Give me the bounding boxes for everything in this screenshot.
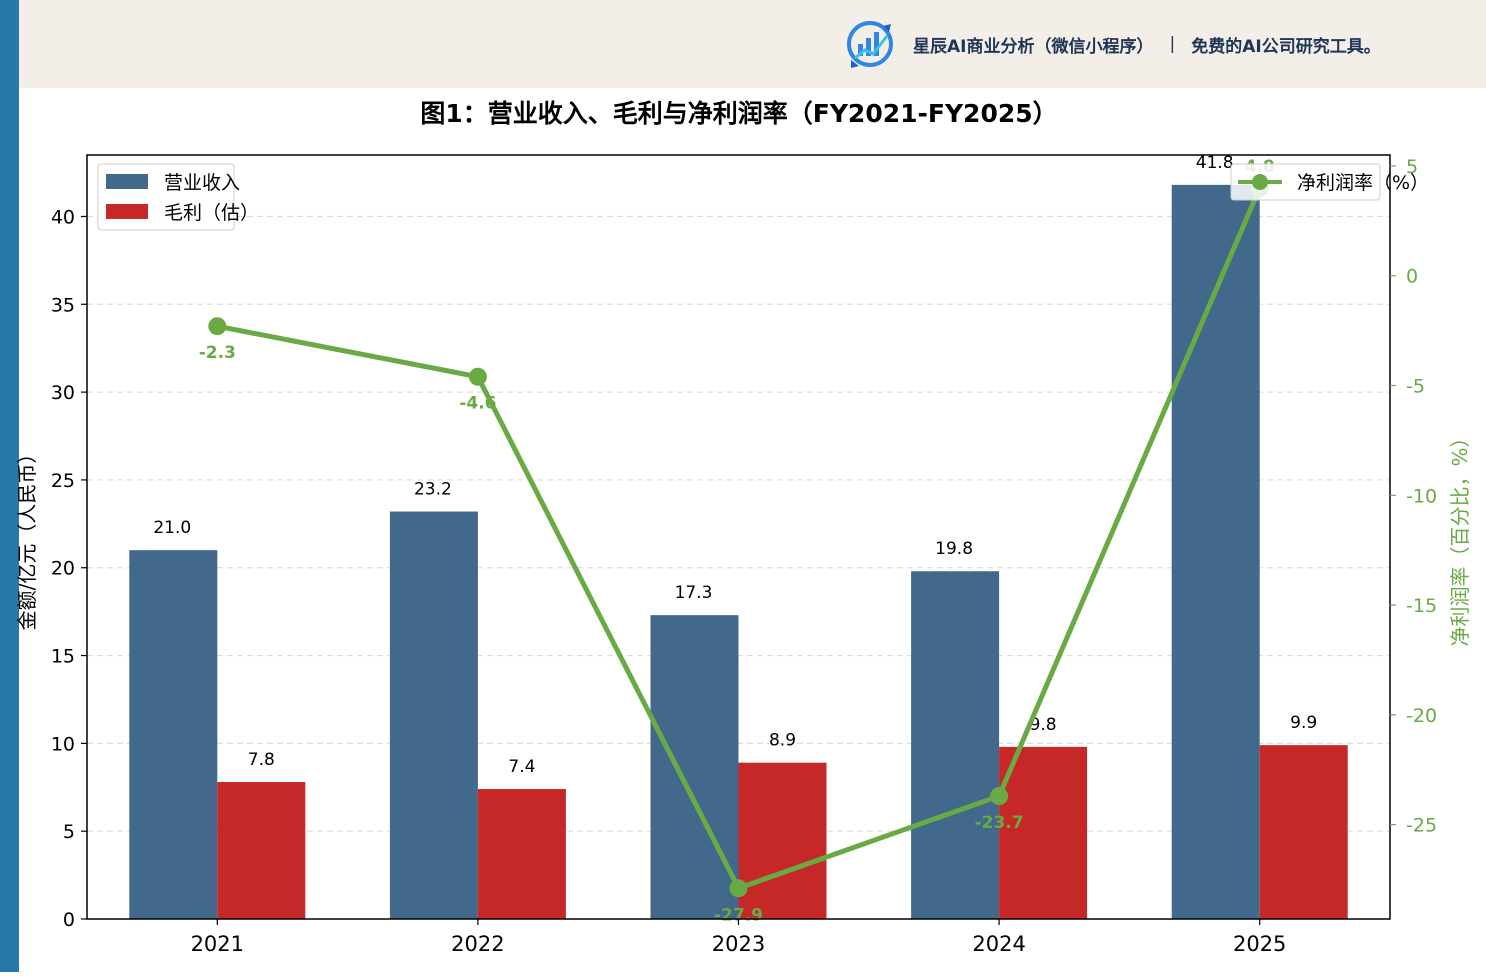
header-banner xyxy=(19,0,1486,88)
legend-label-gross-profit: 毛利（估） xyxy=(164,202,259,224)
net-margin-point xyxy=(468,367,487,386)
bar-revenue-label: 23.2 xyxy=(414,480,452,500)
bar-revenue xyxy=(129,550,218,919)
bar-gross-profit-label: 9.8 xyxy=(1030,715,1057,735)
legend-right-box xyxy=(1230,163,1381,201)
y-tick-label: 5 xyxy=(63,821,75,843)
y-tick-label: 40 xyxy=(51,206,75,228)
x-tick-label: 2022 xyxy=(451,932,504,956)
y2-tick-label: -5 xyxy=(1406,376,1425,398)
x-tick-label: 2023 xyxy=(712,932,765,956)
bar-revenue-label: 19.8 xyxy=(935,539,973,559)
bar-gross-profit-label: 7.4 xyxy=(508,757,535,777)
y-tick-label: 0 xyxy=(63,909,75,931)
bar-revenue xyxy=(389,511,478,919)
brand-separator: | xyxy=(1169,34,1176,54)
y-tick-label: 25 xyxy=(51,470,75,492)
y-tick-label: 15 xyxy=(51,646,75,668)
brand-block: 星辰AI商业分析（微信小程序） | 免费的AI公司研究工具。 xyxy=(845,16,1381,72)
legend-left: 营业收入 毛利（估） xyxy=(97,163,259,231)
y-tick-label: 10 xyxy=(51,733,75,755)
bar-gross-profit-label: 9.9 xyxy=(1290,713,1317,733)
x-tick-label: 2025 xyxy=(1233,932,1286,956)
legend-right: 净利润率（%） xyxy=(1230,163,1429,201)
legend-label-net-margin: 净利润率（%） xyxy=(1297,172,1429,194)
chart-title: 图1：营业收入、毛利与净利润率（FY2021-FY2025） xyxy=(420,99,1057,128)
legend-swatch-revenue xyxy=(106,174,148,189)
net-margin-label: -2.3 xyxy=(199,343,236,363)
net-margin-label: -4.6 xyxy=(459,394,496,414)
net-margin-point xyxy=(208,317,227,336)
bar-gross-profit xyxy=(1259,745,1348,919)
y2-tick-label: -25 xyxy=(1406,815,1437,837)
bar-revenue xyxy=(911,571,1000,919)
legend-swatch-gross-profit xyxy=(106,204,148,219)
bar-gross-profit xyxy=(477,789,566,919)
brand-tagline: 免费的AI公司研究工具。 xyxy=(1191,36,1381,57)
y2-tick-label: -15 xyxy=(1406,595,1437,617)
bars-layer: 21.0 23.2 17.3 19.8 41.8 7.8 7.4 8.9 9.8 9.9 xyxy=(129,153,1348,919)
y-tick-label: 35 xyxy=(51,294,75,316)
y2-tick-label: 0 xyxy=(1406,266,1418,288)
y2-tick-label: -10 xyxy=(1406,485,1437,507)
bar-gross-profit-label: 8.9 xyxy=(769,731,796,751)
net-margin-label: -27.9 xyxy=(714,905,763,925)
y-tick-label: 30 xyxy=(51,382,75,404)
bar-gross-profit-label: 7.8 xyxy=(248,750,275,770)
bar-gross-profit xyxy=(217,782,306,919)
bar-gross-profit xyxy=(738,762,827,919)
bar-revenue-label: 17.3 xyxy=(675,583,713,603)
legend-swatch-net-margin-marker xyxy=(1252,174,1268,190)
bar-revenue-label: 41.8 xyxy=(1196,153,1234,173)
bar-revenue-label: 21.0 xyxy=(153,518,191,538)
x-tick-label: 2024 xyxy=(972,932,1025,956)
bar-revenue xyxy=(1171,184,1260,919)
y2-axis-label: 净利润率（百分比，%） xyxy=(1448,427,1472,646)
x-tick-label: 2021 xyxy=(191,932,244,956)
left-accent-bar xyxy=(0,0,19,972)
y2-tick-label: -20 xyxy=(1406,705,1437,727)
bar-gross-profit xyxy=(999,746,1088,919)
brand-logo-icon xyxy=(847,21,893,68)
net-margin-label: -23.7 xyxy=(975,813,1024,833)
y-axis-label: 金额/亿元（人民币） xyxy=(15,444,39,631)
y-tick-label: 20 xyxy=(51,558,75,580)
net-margin-point xyxy=(729,879,748,898)
bar-revenue xyxy=(650,615,739,919)
net-margin-point xyxy=(990,787,1009,806)
brand-name: 星辰AI商业分析（微信小程序） xyxy=(913,36,1154,57)
y2-tick-label: 5 xyxy=(1406,156,1418,178)
legend-label-revenue: 营业收入 xyxy=(164,172,240,194)
